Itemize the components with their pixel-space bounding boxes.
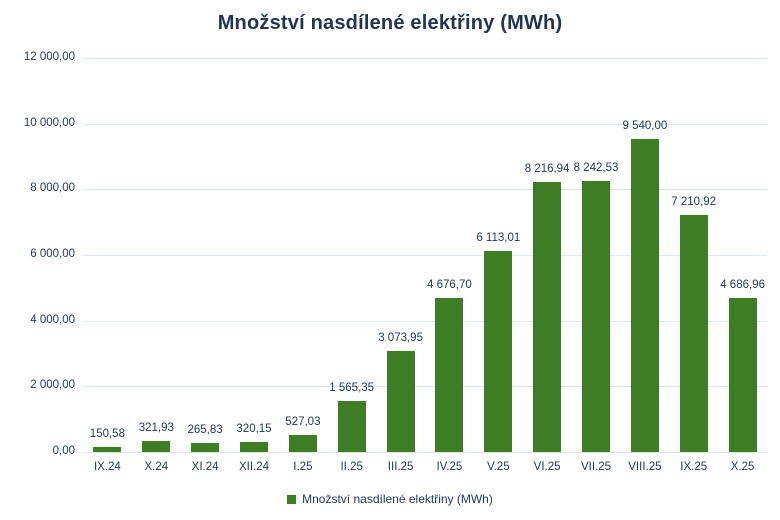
y-tick-label: 2 000,00 — [30, 379, 75, 392]
bar — [337, 400, 366, 452]
gridline — [83, 255, 767, 256]
bar-value-label: 4 676,70 — [427, 279, 472, 292]
bar-value-label: 6 113,01 — [476, 232, 521, 245]
bar — [484, 251, 513, 452]
chart-title: Množství nasdílené elektřiny (MWh) — [217, 12, 563, 34]
bar-value-label: 527,03 — [285, 415, 321, 428]
bar-value-label: 320,15 — [236, 422, 272, 435]
y-tick-label: 0,00 — [52, 445, 75, 457]
gridline — [83, 189, 767, 191]
bar — [93, 447, 122, 452]
y-tick-label: 10 000,00 — [23, 116, 75, 129]
gridline — [83, 386, 767, 388]
bar — [240, 441, 268, 452]
bar — [142, 441, 171, 452]
bar — [679, 215, 708, 452]
x-tick-label: VIII.25 — [628, 461, 662, 473]
x-tick-label: II.25 — [340, 461, 363, 473]
bar-value-label: 8 216,94 — [524, 163, 570, 176]
bar-value-label: 265,83 — [187, 424, 223, 437]
x-tick-label: X.24 — [144, 461, 169, 473]
x-tick-label: IV.25 — [436, 461, 463, 473]
bar-value-label: 9 540,00 — [622, 119, 668, 132]
bar — [386, 351, 415, 452]
bar — [630, 138, 659, 452]
bar-value-label: 321,93 — [138, 422, 174, 435]
x-tick-label: III.25 — [387, 461, 414, 473]
legend-swatch-icon — [287, 494, 297, 504]
bar-value-label: 150,58 — [89, 428, 125, 441]
x-tick-label: XI.24 — [191, 461, 219, 473]
x-tick-label: IX.25 — [680, 461, 708, 473]
bar — [435, 298, 464, 452]
x-tick-label: IX.24 — [93, 461, 121, 473]
y-tick-label: 6 000,00 — [30, 248, 75, 260]
bar-value-label: 7 210,92 — [671, 196, 717, 209]
bar-value-label: 1 565,35 — [329, 381, 375, 394]
bar-value-label: 8 242,53 — [573, 162, 619, 175]
bar-value-label: 3 073,95 — [378, 332, 423, 345]
x-tick-label: VI.25 — [533, 461, 561, 473]
legend-label: Množství nasdílené elektřiny (MWh) — [302, 492, 493, 506]
legend: Množství nasdílené elektřiny (MWh) — [0, 492, 780, 506]
gridline — [83, 58, 767, 59]
bar — [582, 181, 610, 452]
bar — [288, 434, 317, 452]
gridline — [83, 452, 767, 453]
x-tick-label: XII.24 — [238, 461, 270, 473]
bar — [533, 182, 562, 452]
x-tick-label: VII.25 — [580, 461, 612, 473]
y-tick-label: 4 000,00 — [30, 313, 75, 326]
x-tick-label: I.25 — [293, 461, 313, 473]
bar — [191, 443, 220, 452]
bar — [728, 298, 757, 452]
gridline — [83, 320, 767, 322]
gridline — [83, 123, 767, 125]
x-tick-label: X.25 — [730, 461, 755, 473]
bar-value-label: 4 686,96 — [720, 279, 765, 292]
x-tick-label: V.25 — [486, 461, 510, 473]
y-tick-label: 8 000,00 — [30, 182, 75, 195]
y-tick-label: 12 000,00 — [23, 51, 75, 63]
